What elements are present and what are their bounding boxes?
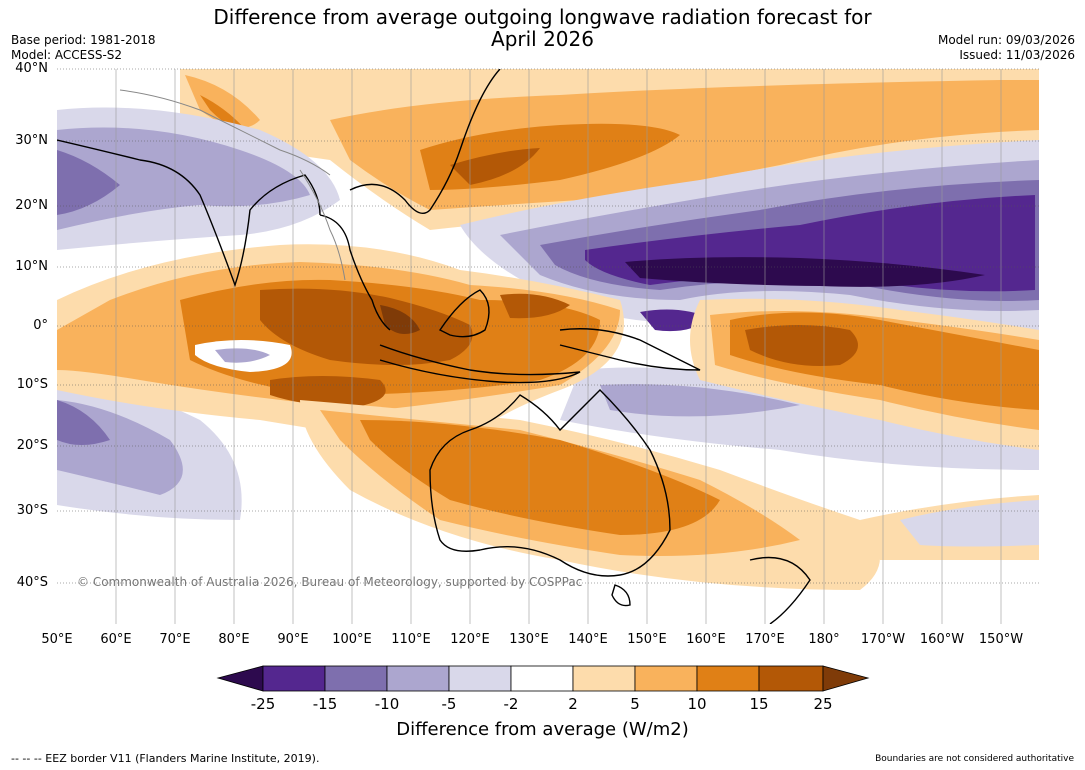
lat-label-40s: 40°S	[16, 575, 48, 590]
lon-label-120e: 120°E	[450, 632, 490, 647]
colorbar-swatch-1	[262, 665, 326, 692]
colorbar-swatch-9	[758, 665, 824, 692]
colorbar-tick: 25	[813, 695, 833, 713]
lon-label-160e: 160°E	[686, 632, 726, 647]
lat-label-10s: 10°S	[16, 377, 48, 392]
colorbar-tick: -15	[312, 695, 338, 713]
model-name: Model: ACCESS-S2	[11, 48, 123, 62]
lon-label-160w: 160°W	[919, 632, 965, 647]
lat-label-40n: 40°N	[15, 61, 48, 76]
lon-label-70e: 70°E	[159, 632, 191, 647]
colorbar-tick: -25	[250, 695, 276, 713]
lat-label-20n: 20°N	[15, 198, 48, 213]
lon-label-110e: 110°E	[391, 632, 431, 647]
lat-label-30n: 30°N	[15, 133, 48, 148]
lon-label-50e: 50°E	[41, 632, 73, 647]
colorbar-swatch-min	[216, 665, 264, 692]
issued-date: Issued: 11/03/2026	[959, 48, 1075, 62]
colorbar-swatch-6	[572, 665, 636, 692]
colorbar-tick: 10	[687, 695, 707, 713]
colorbar-tick: -2	[503, 695, 519, 713]
map-title-line1: Difference from average outgoing longwav…	[213, 5, 872, 29]
lon-label-170e: 170°E	[745, 632, 785, 647]
lon-label-100e: 100°E	[332, 632, 372, 647]
copyright-notice: © Commonwealth of Australia 2026, Bureau…	[77, 575, 583, 589]
lat-label-10n: 10°N	[15, 259, 48, 274]
lon-label-90e: 90°E	[277, 632, 309, 647]
colorbar-tick: -10	[374, 695, 400, 713]
map-title-line2: April 2026	[491, 27, 594, 51]
anomaly-field	[57, 69, 1039, 624]
lon-label-80e: 80°E	[218, 632, 250, 647]
colorbar	[216, 665, 870, 692]
colorbar-tick: 2	[568, 695, 578, 713]
boundaries-disclaimer: Boundaries are not considered authoritat…	[875, 754, 1074, 764]
lat-label-20s: 20°S	[16, 438, 48, 453]
base-period: Base period: 1981-2018	[11, 33, 156, 47]
colorbar-swatch-max	[822, 665, 870, 692]
lon-label-180: 180°	[808, 632, 840, 647]
lon-label-60e: 60°E	[100, 632, 132, 647]
lon-label-150w: 150°W	[978, 632, 1024, 647]
lat-label-30s: 30°S	[16, 503, 48, 518]
gridlines	[57, 68, 1039, 624]
lon-label-170w: 170°W	[860, 632, 906, 647]
lon-label-140e: 140°E	[568, 632, 608, 647]
eez-border-note: -- -- -- EEZ border V11 (Flanders Marine…	[11, 752, 320, 765]
colorbar-swatch-2	[324, 665, 388, 692]
country-borders	[119, 89, 346, 281]
colorbar-swatch-3	[386, 665, 450, 692]
colorbar-swatch-7	[634, 665, 698, 692]
colorbar-tick: 15	[749, 695, 769, 713]
model-run: Model run: 09/03/2026	[937, 33, 1075, 47]
lon-label-130e: 130°E	[509, 632, 549, 647]
colorbar-swatch-8	[696, 665, 760, 692]
colorbar-title: Difference from average (W/m2)	[396, 719, 689, 740]
colorbar-tick: 5	[630, 695, 640, 713]
colorbar-swatch-4	[448, 665, 512, 692]
lon-label-150e: 150°E	[627, 632, 667, 647]
coastlines	[57, 69, 811, 624]
lat-label-equator: 0°	[33, 318, 48, 333]
colorbar-swatch-5	[510, 665, 574, 692]
colorbar-tick: -5	[441, 695, 457, 713]
